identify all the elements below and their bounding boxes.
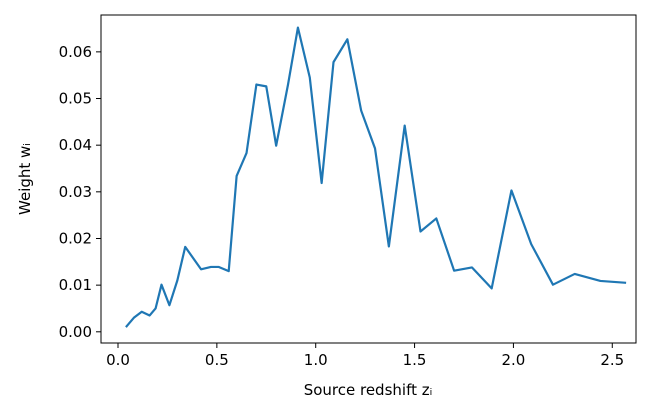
x-tick-label: 1.0 — [304, 351, 328, 369]
y-tick-label: 0.00 — [59, 323, 92, 341]
y-tick-label: 0.04 — [59, 136, 92, 154]
y-tick-label: 0.05 — [59, 90, 92, 108]
data-line — [125, 26, 627, 328]
x-tick-label: 0.5 — [205, 351, 229, 369]
y-axis-label: Weight wᵢ — [16, 143, 34, 215]
x-tick-label: 1.5 — [403, 351, 427, 369]
x-tick-label: 2.5 — [600, 351, 624, 369]
plot-frame — [100, 14, 637, 344]
x-axis-label: Source redshift zᵢ — [304, 381, 433, 399]
y-tick-label: 0.01 — [59, 276, 92, 294]
y-tick-label: 0.06 — [59, 43, 92, 61]
x-tick-label: 0.0 — [106, 351, 130, 369]
y-tick-label: 0.02 — [59, 229, 92, 247]
y-tick-label: 0.03 — [59, 183, 92, 201]
x-tick-label: 2.0 — [501, 351, 525, 369]
